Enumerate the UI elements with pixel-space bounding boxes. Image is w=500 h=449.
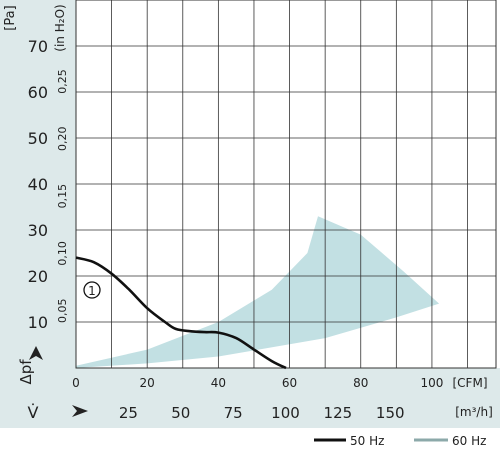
axis-layer: 10 20 30 40 50 60 70 0,05 0,10 0,15 0,20 0,25 0 20 40 6… — [28, 37, 444, 422]
x-unit-m3h-label: [m³/h] — [455, 405, 493, 419]
x-tick-label-cfm: 100 — [420, 376, 443, 390]
y-axis-symbol: Δpf — [17, 359, 35, 385]
x-tick-label-cfm: 40 — [211, 376, 226, 390]
y-tick-label-pa: 10 — [28, 313, 48, 332]
y-tick-label-inh2o: 0,10 — [56, 241, 69, 266]
y-tick-label-inh2o: 0,20 — [56, 127, 69, 152]
x-tick-label-cfm: 0 — [72, 376, 80, 390]
x-unit-cfm-label: [CFM] — [453, 376, 488, 390]
legend-50hz-label: 50 Hz — [350, 434, 384, 448]
y-tick-label-pa: 50 — [28, 129, 48, 148]
x-tick-label-cfm: 20 — [140, 376, 155, 390]
y-unit-inh2o-label: (in H₂O) — [53, 4, 67, 51]
bottom-axis-panel — [0, 368, 500, 428]
series-line-50hz — [75, 256, 287, 370]
x-tick-label-m3h: 50 — [171, 404, 190, 422]
y-tick-label-inh2o: 0,25 — [56, 69, 69, 94]
y-axis-arrow-icon — [29, 346, 43, 360]
y-unit-pa-label: [Pa] — [3, 5, 18, 30]
y-tick-label-pa: 60 — [28, 83, 48, 102]
x-tick-label-cfm: 80 — [353, 376, 368, 390]
x-axis-arrow-icon — [72, 405, 88, 417]
x-tick-label-m3h: 25 — [119, 404, 138, 422]
grid-layer — [75, 0, 497, 369]
x-tick-label-m3h: 100 — [271, 404, 300, 422]
curve-marker-label: 1 — [88, 284, 96, 298]
region-60hz — [76, 216, 440, 368]
region-layer — [76, 216, 440, 368]
y-tick-label-pa: 40 — [28, 175, 48, 194]
series-layer — [75, 256, 287, 370]
y-tick-label-inh2o: 0,15 — [56, 184, 69, 209]
x-tick-label-m3h: 125 — [324, 404, 353, 422]
curve-marker-circle — [83, 281, 101, 299]
x-tick-label-cfm: 60 — [282, 376, 297, 390]
y-tick-label-inh2o: 0,05 — [56, 298, 69, 323]
legend-60hz-label: 60 Hz — [452, 434, 486, 448]
y-tick-label-pa: 30 — [28, 221, 48, 240]
x-tick-label-m3h: 75 — [224, 404, 243, 422]
x-axis-symbol: V̇ — [28, 403, 39, 422]
left-axis-panel — [0, 0, 76, 428]
y-tick-label-pa: 70 — [28, 37, 48, 56]
y-tick-label-pa: 20 — [28, 267, 48, 286]
x-tick-label-m3h: 150 — [376, 404, 405, 422]
